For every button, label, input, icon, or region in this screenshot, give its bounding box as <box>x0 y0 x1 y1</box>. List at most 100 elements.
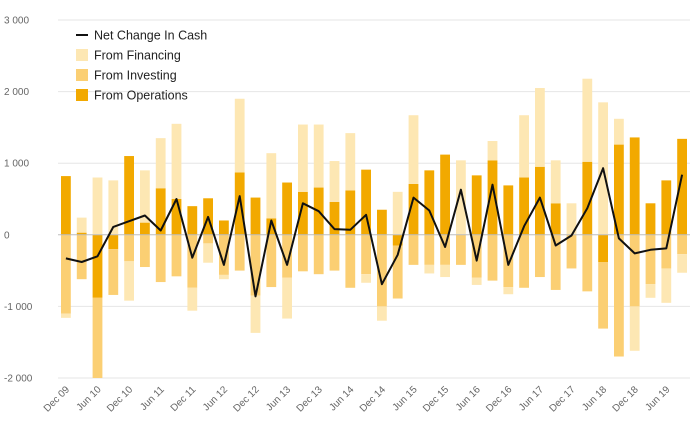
bar-from-financing <box>566 203 577 235</box>
bar-from-investing <box>566 234 577 269</box>
bar-from-investing <box>298 234 308 272</box>
bar-from-financing <box>155 138 166 189</box>
x-tick-label: Dec 18 <box>611 384 641 414</box>
legend-swatch <box>76 69 88 81</box>
bar-from-financing <box>408 115 419 184</box>
y-tick-label: 3 000 <box>4 16 29 27</box>
bar-from-operations <box>392 234 403 246</box>
bar-from-financing <box>519 115 529 178</box>
stacked-bars <box>61 78 687 378</box>
bar-from-investing <box>187 234 198 288</box>
x-tick-label: Dec 14 <box>358 384 388 414</box>
bar-from-financing <box>250 295 261 333</box>
bar-from-financing <box>124 261 134 301</box>
bar-from-operations <box>424 170 435 235</box>
x-tick-label: Jun 16 <box>454 384 483 413</box>
bar-from-financing <box>535 88 545 167</box>
bar-from-financing <box>645 284 656 298</box>
bar-from-investing <box>61 234 71 314</box>
x-tick-label: Dec 09 <box>42 384 72 414</box>
x-tick-label: Jun 17 <box>517 384 546 413</box>
bar-from-financing <box>629 306 640 351</box>
bar-from-financing <box>424 264 435 274</box>
bar-from-investing <box>345 234 356 288</box>
x-tick-label: Dec 11 <box>169 384 199 414</box>
bar-from-operations <box>187 206 198 235</box>
bar-from-investing <box>203 234 213 244</box>
bar-from-financing <box>219 274 229 280</box>
bar-from-financing <box>61 313 71 318</box>
bar-from-operations <box>598 234 608 263</box>
bar-from-financing <box>361 274 371 283</box>
bar-from-operations <box>140 222 150 235</box>
bar-from-investing <box>535 234 545 278</box>
bar-from-operations <box>345 190 356 235</box>
x-axis-tick-labels: Dec 09 Jun 10 Dec 10 Jun 11 Dec 11 Jun 12 Dec … <box>42 384 673 414</box>
bar-from-financing <box>140 170 150 223</box>
y-tick-label: 1 000 <box>4 159 29 170</box>
bar-from-operations <box>629 137 640 235</box>
net-change-line <box>65 167 684 298</box>
bar-from-investing <box>598 262 608 329</box>
bar-from-financing <box>392 191 403 235</box>
bar-from-operations <box>219 220 229 235</box>
bar-from-investing <box>92 297 103 378</box>
legend-swatch <box>76 49 88 61</box>
bar-from-operations <box>503 185 514 235</box>
bar-from-financing <box>471 277 482 285</box>
x-tick-label: Jun 12 <box>201 384 230 413</box>
y-tick-label: -2 000 <box>4 374 33 385</box>
x-tick-label: Jun 14 <box>327 384 356 413</box>
bar-from-financing <box>487 141 498 161</box>
bar-from-operations <box>234 172 245 235</box>
bar-from-financing <box>377 306 387 321</box>
bar-from-investing <box>219 234 229 275</box>
bar-from-financing <box>203 243 213 263</box>
y-axis-tick-labels: 3 000 2 000 1 000 0 -1 000 -2 000 <box>4 16 33 385</box>
bar-from-investing <box>313 234 324 275</box>
legend-label: From Investing <box>94 69 177 83</box>
bar-from-financing <box>313 124 324 188</box>
bar-from-operations <box>92 234 103 298</box>
bar-from-investing <box>440 234 450 265</box>
bar-from-financing <box>282 277 292 319</box>
bar-from-operations <box>155 188 166 235</box>
bar-from-operations <box>408 183 419 235</box>
x-tick-label: Dec 17 <box>547 384 577 414</box>
legend-swatch <box>76 89 88 101</box>
bar-from-investing <box>629 234 640 307</box>
bar-from-investing <box>234 234 245 271</box>
bar-from-operations <box>582 161 593 235</box>
bar-from-operations <box>519 177 529 235</box>
bar-from-investing <box>677 234 687 255</box>
bar-from-operations <box>250 197 261 235</box>
bar-from-operations <box>124 156 134 235</box>
bar-from-investing <box>661 234 672 269</box>
bar-from-investing <box>614 234 624 357</box>
bar-from-financing <box>298 124 308 192</box>
bar-from-financing <box>171 123 182 199</box>
y-tick-label: -1 000 <box>4 302 33 313</box>
bar-from-investing <box>519 234 529 288</box>
x-tick-label: Dec 12 <box>231 384 261 414</box>
bar-from-operations <box>550 203 561 235</box>
bar-from-financing <box>661 268 672 303</box>
bar-from-investing <box>645 234 656 285</box>
bar-from-investing <box>76 234 87 280</box>
bar-from-investing <box>377 234 387 307</box>
x-tick-label: Dec 16 <box>484 384 514 414</box>
bar-from-investing <box>266 234 277 288</box>
bar-from-financing <box>440 264 450 278</box>
bar-from-financing <box>550 160 561 204</box>
bar-from-investing <box>392 245 403 299</box>
x-tick-label: Jun 10 <box>75 384 104 413</box>
bar-from-financing <box>456 160 466 235</box>
legend-label: Net Change In Cash <box>94 29 207 43</box>
y-tick-label: 0 <box>4 230 10 241</box>
bar-from-financing <box>503 287 514 295</box>
bar-from-operations <box>440 154 450 235</box>
legend-label: From Financing <box>94 49 181 63</box>
x-tick-label: Jun 18 <box>580 384 609 413</box>
bar-from-investing <box>108 249 119 295</box>
bar-from-operations <box>76 232 87 235</box>
